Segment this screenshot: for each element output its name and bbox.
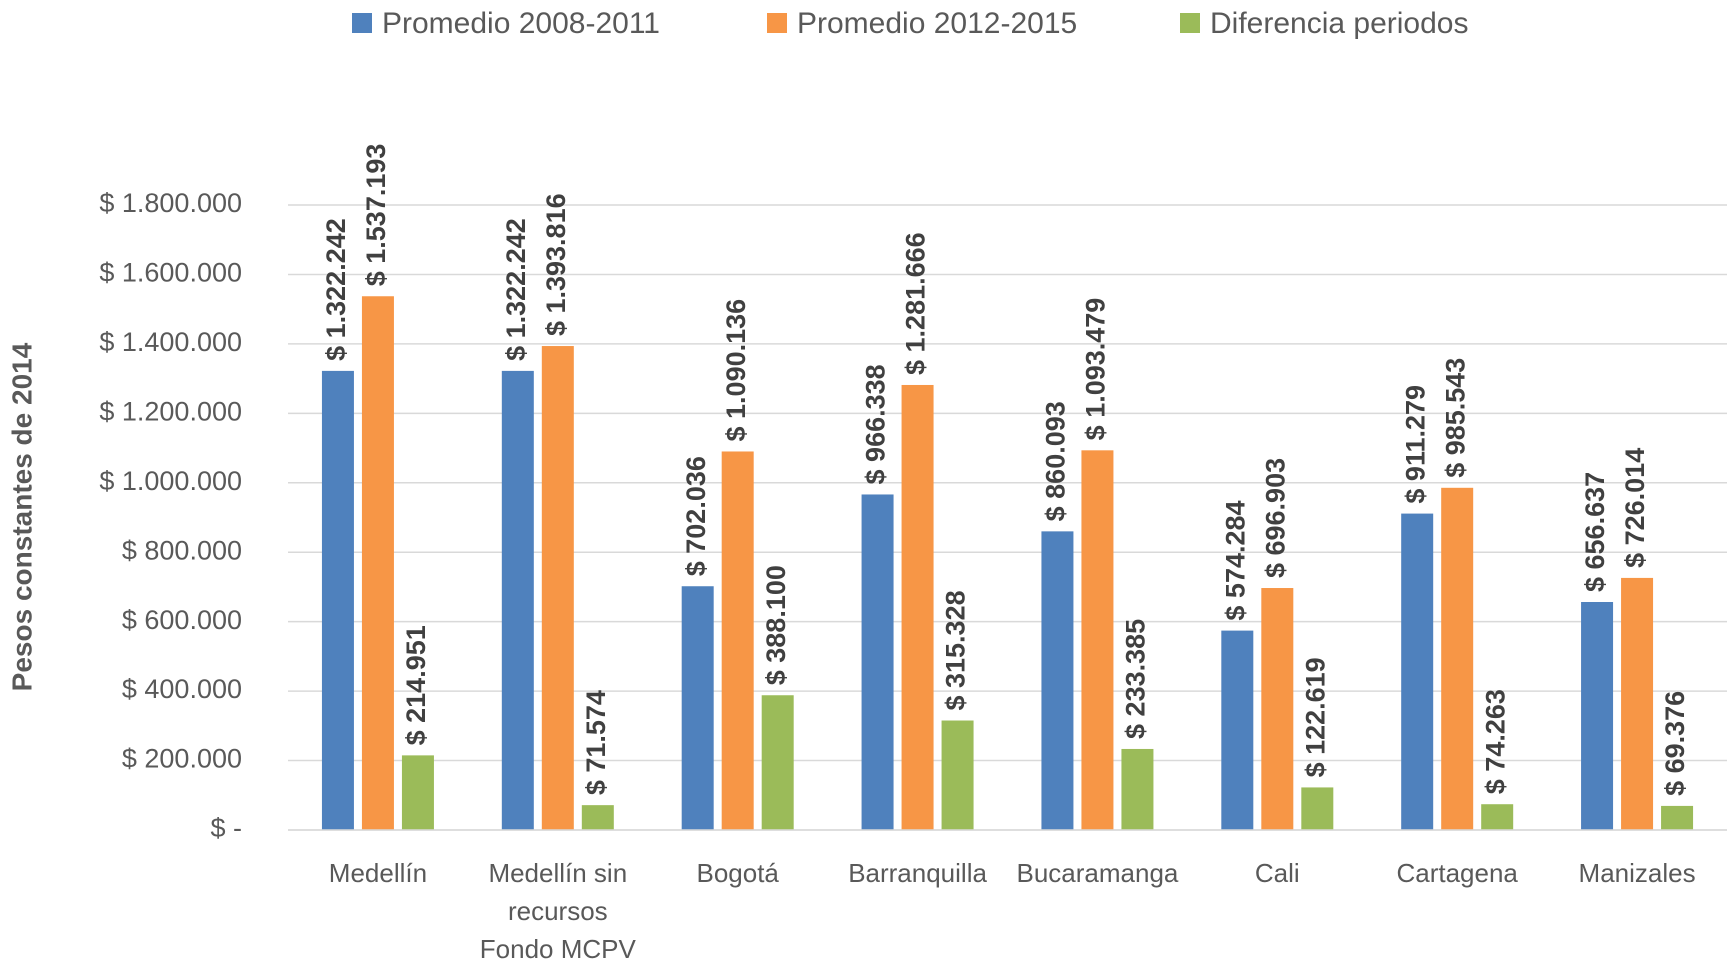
legend-label: Diferencia periodos [1210, 7, 1468, 40]
bar [541, 346, 574, 830]
bar [1261, 588, 1294, 830]
bar [1581, 602, 1614, 830]
legend-swatch [767, 13, 787, 33]
data-label: $ 574.284 [1220, 500, 1250, 620]
bar [1401, 513, 1434, 830]
bar [941, 720, 974, 830]
data-label: $ 985.543 [1440, 358, 1470, 478]
data-label: $ 74.263 [1480, 689, 1510, 794]
x-tick-label: Cartagena [1396, 858, 1518, 888]
bar [1301, 787, 1334, 830]
x-tick-label: Bogotá [696, 858, 779, 888]
data-label: $ 315.328 [941, 590, 971, 710]
y-tick-label: $ 1.200.000 [99, 396, 242, 426]
y-tick-label: $ 1.600.000 [99, 258, 242, 288]
data-label: $ 702.036 [681, 456, 711, 576]
data-label: $ 860.093 [1041, 401, 1071, 521]
y-tick-label: $ 400.000 [122, 674, 242, 704]
bar [401, 755, 434, 830]
data-label: $ 966.338 [861, 364, 891, 484]
y-tick-label: $ 1.800.000 [99, 188, 242, 218]
x-tick-label: Manizales [1578, 858, 1696, 888]
bar [361, 296, 394, 830]
x-tick-label: Cali [1254, 858, 1300, 888]
data-label: $ 122.619 [1300, 657, 1330, 777]
y-tick-label: $ 1.000.000 [99, 466, 242, 496]
bar [321, 370, 354, 830]
legend-label: Promedio 2008-2011 [382, 7, 660, 40]
data-label: $ 1.281.666 [901, 232, 931, 375]
x-tick-label: Medellín [328, 858, 428, 888]
data-label: $ 911.279 [1400, 385, 1430, 504]
legend-swatch [1180, 13, 1200, 33]
data-label: $ 1.322.242 [501, 218, 531, 361]
data-label: $ 656.637 [1580, 472, 1610, 592]
data-label: $ 388.100 [761, 565, 791, 685]
bar [1081, 450, 1114, 830]
bar [1041, 531, 1074, 830]
y-tick-label: $ 800.000 [122, 535, 242, 565]
bar [1621, 577, 1654, 830]
data-label: $ 71.574 [581, 690, 611, 795]
bar [1121, 748, 1154, 830]
legend-label: Promedio 2012-2015 [797, 7, 1077, 40]
data-label: $ 696.903 [1260, 458, 1290, 578]
bar [1221, 630, 1254, 830]
y-tick-label: $ 600.000 [122, 605, 242, 635]
y-tick-label: $ - [210, 813, 242, 843]
bar [581, 805, 614, 830]
y-tick-label: $ 200.000 [122, 744, 242, 774]
data-label: $ 1.093.479 [1081, 298, 1111, 441]
bar [861, 494, 894, 830]
bar [681, 586, 714, 830]
data-label: $ 726.014 [1620, 448, 1650, 568]
y-axis-title: Pesos constantes de 2014 [6, 342, 37, 691]
data-label: $ 1.322.242 [321, 218, 351, 361]
bar [901, 384, 934, 830]
y-tick-label: $ 1.400.000 [99, 327, 242, 357]
bar [1661, 805, 1694, 830]
bar [1441, 487, 1474, 830]
x-tick-label: Bucaramanga [1016, 858, 1179, 888]
bar [721, 451, 754, 830]
data-label: $ 1.090.136 [721, 299, 751, 442]
bar [1481, 804, 1514, 830]
data-label: $ 1.537.193 [361, 144, 391, 287]
x-tick-label: Barranquilla [848, 858, 987, 888]
data-label: $ 214.951 [401, 625, 431, 745]
bar [761, 695, 794, 830]
data-label: $ 69.376 [1660, 691, 1690, 796]
legend-swatch [352, 13, 372, 33]
data-label: $ 1.393.816 [541, 193, 571, 336]
data-label: $ 233.385 [1121, 619, 1151, 739]
x-tick-label: Medellín sin recursos Fondo MCPV [479, 858, 636, 963]
bar [501, 370, 534, 830]
